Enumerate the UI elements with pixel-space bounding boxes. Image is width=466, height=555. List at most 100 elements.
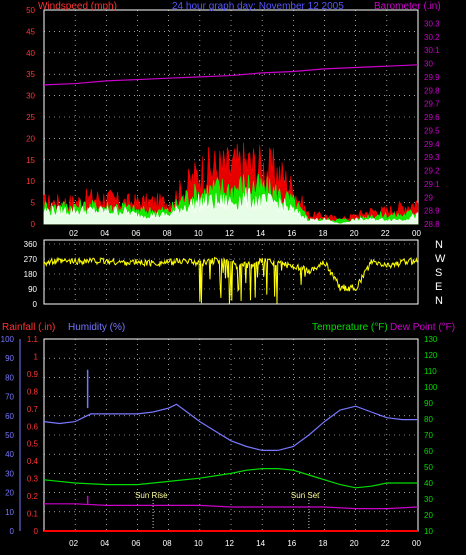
temperature-tick-label: 120 [424, 351, 438, 360]
x-tick-label: 12 [225, 229, 234, 238]
humidity-tick-label: 30 [5, 469, 14, 478]
x-tick-label: 16 [287, 229, 296, 238]
barometer-tick-label: 29.8 [424, 86, 440, 95]
x-tick-label: 20 [350, 539, 359, 548]
humidity-tick-label: 20 [5, 489, 14, 498]
windspeed-tick-label: 25 [26, 113, 35, 122]
windspeed-tick-label: 15 [26, 156, 35, 165]
x-tick-label: 06 [132, 229, 141, 238]
sun-annotation: Sun Set [291, 491, 320, 500]
dewpoint-axis-label: Dew Point (°F) [390, 322, 455, 333]
temperature-tick-label: 10 [424, 527, 433, 536]
barometer-tick-label: 29.6 [424, 113, 440, 122]
rainfall-tick-label: 0.2 [27, 492, 39, 501]
x-tick-label: 10 [194, 539, 203, 548]
barometer-tick-label: 28.8 [424, 220, 440, 229]
barometer-tick-label: 29.1 [424, 180, 440, 189]
humidity-tick-label: 10 [5, 508, 14, 517]
temperature-tick-label: 110 [424, 367, 437, 376]
x-tick-label: 04 [100, 539, 109, 548]
x-tick-label: 14 [256, 229, 265, 238]
x-tick-label: 18 [319, 229, 328, 238]
series-line-0 [43, 403, 418, 451]
x-tick-label: 02 [69, 539, 78, 548]
windspeed-tick-label: 35 [26, 70, 35, 79]
x-tick-label: 12 [225, 539, 234, 548]
direction-tick-label: 90 [28, 285, 37, 294]
humidity-tick-label: 0 [10, 527, 15, 536]
humidity-tick-label: 50 [5, 431, 14, 440]
barometer-line [43, 64, 419, 86]
windspeed-tick-label: 0 [31, 220, 36, 229]
x-tick-label: 00 [412, 539, 421, 548]
temperature-tick-label: 130 [424, 335, 438, 344]
wind-barometer-panel: 0 5 10 15 20 25 30 35 40 45 50 28.8 28.9 29 29.1 29.2 2… [26, 1, 441, 238]
temperature-tick-label: 20 [424, 511, 433, 520]
barometer-tick-label: 29 [424, 193, 433, 202]
compass-label: W [435, 253, 446, 265]
humidity-tick-label: 100 [1, 335, 15, 344]
humidity-axis-label: Humidity (%) [68, 322, 125, 333]
humidity-tick-label: 60 [5, 412, 14, 421]
rainfall-tick-label: 0.1 [27, 510, 39, 519]
humidity-tick-label: 90 [5, 354, 14, 363]
windspeed-tick-label: 45 [26, 27, 35, 36]
windspeed-tick-label: 40 [26, 49, 35, 58]
rainfall-tick-label: 0.5 [27, 440, 39, 449]
windspeed-tick-label: 30 [26, 92, 35, 101]
x-tick-label: 02 [69, 229, 78, 238]
rainfall-tick-label: 0.9 [27, 370, 39, 379]
barometer-tick-label: 29.7 [424, 100, 440, 109]
rainfall-tick-label: 0.6 [27, 422, 39, 431]
temperature-tick-label: 60 [424, 447, 433, 456]
wind-direction-series [43, 256, 418, 304]
temperature-tick-label: 50 [424, 463, 433, 472]
rainfall-axis-label: Rainfall (.in) [2, 322, 55, 333]
rainfall-tick-label: 1.1 [27, 335, 39, 344]
temperature-tick-label: 100 [424, 383, 438, 392]
direction-tick-label: 360 [24, 240, 38, 249]
temperature-tick-label: 90 [424, 399, 433, 408]
x-tick-label: 06 [132, 539, 141, 548]
barometer-tick-label: 30 [424, 60, 433, 69]
barometer-tick-label: 30.2 [424, 33, 440, 42]
compass-label: N [435, 295, 443, 307]
series-line-1 [43, 468, 418, 489]
barometer-tick-label: 30.1 [424, 46, 440, 55]
wind-series-2 [43, 187, 419, 225]
barometer-tick-label: 29.3 [424, 153, 440, 162]
rainfall-tick-label: 1 [34, 352, 39, 361]
compass-label: N [435, 239, 443, 251]
humidity-tick-label: 70 [5, 393, 14, 402]
chart-title: 24 hour graph day: November 12 2005 [172, 1, 344, 12]
x-tick-label: 16 [287, 539, 296, 548]
temperature-axis-label: Temperature (°F) [312, 322, 388, 333]
rainfall-tick-label: 0 [34, 527, 39, 536]
humidity-tick-label: 80 [5, 373, 14, 382]
compass-label: E [435, 281, 442, 293]
temperature-tick-label: 40 [424, 479, 433, 488]
windspeed-tick-label: 20 [26, 134, 35, 143]
windspeed-tick-label: 10 [26, 177, 35, 186]
x-tick-label: 04 [100, 229, 109, 238]
rainfall-tick-label: 0.3 [27, 475, 39, 484]
x-tick-label: 18 [319, 539, 328, 548]
series-line-2 [44, 503, 419, 510]
barometer-tick-label: 29.4 [424, 140, 440, 149]
windspeed-tick-label: 50 [26, 6, 35, 15]
compass-label: S [435, 267, 442, 279]
barometer-tick-label: 29.2 [424, 167, 440, 176]
rainfall-tick-label: 0.4 [27, 457, 39, 466]
rainfall-tick-label: 0.7 [27, 405, 39, 414]
windspeed-axis-label: Windspeed (mph) [38, 1, 117, 12]
windspeed-tick-label: 5 [31, 199, 36, 208]
barometer-tick-label: 30.3 [424, 19, 440, 28]
direction-tick-label: 0 [33, 300, 38, 309]
x-tick-label: 22 [381, 229, 390, 238]
x-tick-label: 20 [350, 229, 359, 238]
direction-tick-label: 270 [24, 255, 38, 264]
barometer-axis-label: Barometer (.in) [374, 1, 441, 12]
humidity-tick-label: 40 [5, 450, 14, 459]
